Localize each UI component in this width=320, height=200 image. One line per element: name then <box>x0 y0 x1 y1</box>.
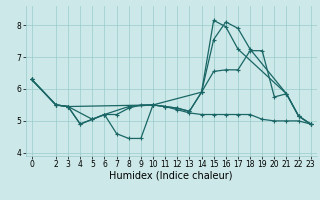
X-axis label: Humidex (Indice chaleur): Humidex (Indice chaleur) <box>109 171 233 181</box>
